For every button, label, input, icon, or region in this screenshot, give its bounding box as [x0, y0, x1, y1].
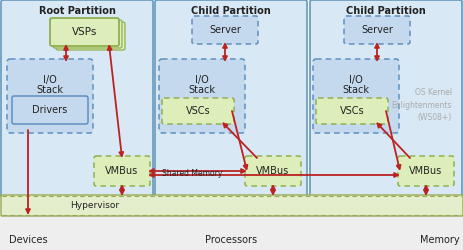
Text: Child Partition: Child Partition — [345, 6, 425, 16]
FancyBboxPatch shape — [56, 22, 125, 50]
FancyBboxPatch shape — [313, 59, 398, 133]
FancyBboxPatch shape — [343, 16, 409, 44]
FancyBboxPatch shape — [1, 195, 462, 216]
FancyBboxPatch shape — [94, 156, 150, 186]
Text: Stack: Stack — [188, 85, 215, 95]
Text: I/O: I/O — [195, 75, 208, 85]
FancyBboxPatch shape — [1, 0, 153, 198]
FancyBboxPatch shape — [397, 156, 453, 186]
Text: Hypervisor: Hypervisor — [70, 201, 119, 210]
Text: Child Partition: Child Partition — [191, 6, 270, 16]
Text: Stack: Stack — [37, 85, 63, 95]
Text: Memory: Memory — [419, 235, 459, 245]
FancyBboxPatch shape — [7, 59, 93, 133]
Text: Devices: Devices — [9, 235, 47, 245]
Text: VSCs: VSCs — [185, 106, 210, 116]
Text: I/O: I/O — [43, 75, 57, 85]
FancyBboxPatch shape — [159, 59, 244, 133]
FancyBboxPatch shape — [53, 20, 122, 48]
Text: VMBus: VMBus — [256, 166, 289, 176]
Text: VSCs: VSCs — [339, 106, 363, 116]
FancyBboxPatch shape — [155, 0, 307, 198]
Text: VMBus: VMBus — [408, 166, 442, 176]
Text: Server: Server — [209, 25, 240, 35]
Text: VSPs: VSPs — [72, 27, 97, 37]
Text: Shared Memory: Shared Memory — [162, 170, 222, 178]
FancyBboxPatch shape — [162, 98, 233, 124]
Text: VMBus: VMBus — [105, 166, 138, 176]
FancyBboxPatch shape — [192, 16, 257, 44]
FancyBboxPatch shape — [244, 156, 300, 186]
Text: I/O: I/O — [348, 75, 362, 85]
Text: Stack: Stack — [342, 85, 369, 95]
Text: Server: Server — [360, 25, 392, 35]
Text: Processors: Processors — [205, 235, 257, 245]
FancyBboxPatch shape — [309, 0, 461, 198]
FancyBboxPatch shape — [50, 18, 119, 46]
Text: Root Partition: Root Partition — [38, 6, 115, 16]
FancyBboxPatch shape — [315, 98, 387, 124]
Bar — [0, 215, 463, 250]
FancyBboxPatch shape — [12, 96, 88, 124]
Text: OS Kernel
Enlightenments
(WS08+): OS Kernel Enlightenments (WS08+) — [391, 88, 451, 122]
Text: Drivers: Drivers — [32, 105, 68, 115]
